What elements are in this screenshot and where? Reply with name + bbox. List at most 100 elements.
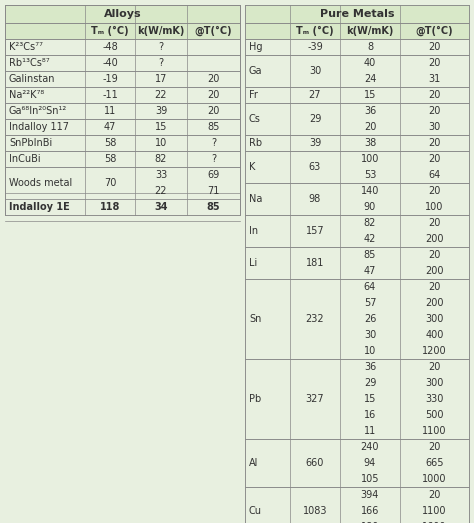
Text: 20: 20 [428,42,441,52]
Text: In: In [249,226,258,236]
Text: 20: 20 [428,186,441,196]
Text: 500: 500 [425,410,444,420]
Text: 20: 20 [207,90,219,100]
Text: 85: 85 [207,202,220,212]
Text: 69: 69 [207,170,219,180]
Text: 665: 665 [425,458,444,468]
Text: 660: 660 [306,458,324,468]
Text: 36: 36 [364,362,376,372]
Text: 20: 20 [364,122,376,132]
Bar [5,119,240,135]
Text: Fr: Fr [249,90,258,100]
Text: 11: 11 [104,106,116,116]
Text: Sn: Sn [249,314,261,324]
Text: Li: Li [249,258,257,268]
Text: 181: 181 [306,258,324,268]
Bar [245,55,469,87]
Text: -48: -48 [102,42,118,52]
Bar [245,5,469,23]
Text: 20: 20 [428,490,441,500]
Text: ?: ? [211,154,216,164]
Text: 40: 40 [364,58,376,68]
Text: 394: 394 [361,490,379,500]
Text: -11: -11 [102,90,118,100]
Text: Tₘ (°C): Tₘ (°C) [296,26,334,36]
Text: -19: -19 [102,74,118,84]
Text: Cu: Cu [249,506,262,516]
Bar [245,247,469,279]
Text: 1100: 1100 [422,506,447,516]
Text: 200: 200 [425,266,444,276]
Bar [245,215,469,247]
Text: 1200: 1200 [422,346,447,356]
Text: Alloys: Alloys [104,9,141,19]
Bar [245,151,469,183]
Text: InCuBi: InCuBi [9,154,41,164]
Text: 71: 71 [207,186,219,196]
Text: ?: ? [158,42,164,52]
Text: 20: 20 [428,58,441,68]
Text: 64: 64 [364,282,376,292]
Text: 36: 36 [364,106,376,116]
Bar [5,5,240,23]
Bar [245,39,469,55]
Text: Cs: Cs [249,114,261,124]
Bar [5,167,240,199]
Text: 180: 180 [361,522,379,523]
Text: Hg: Hg [249,42,263,52]
Text: 98: 98 [309,194,321,204]
Text: 11: 11 [364,426,376,436]
Text: 20: 20 [428,106,441,116]
Text: 24: 24 [364,74,376,84]
Text: 327: 327 [306,394,324,404]
Text: 39: 39 [309,138,321,148]
Text: 20: 20 [428,250,441,260]
Text: Rb: Rb [249,138,262,148]
Text: 200: 200 [425,298,444,308]
Bar [245,103,469,135]
Bar [5,135,240,151]
Text: 90: 90 [364,202,376,212]
Text: 232: 232 [306,314,324,324]
Text: Tₘ (°C): Tₘ (°C) [91,26,129,36]
Bar [5,87,240,103]
Text: 20: 20 [428,138,441,148]
Text: 100: 100 [361,154,379,164]
Text: 400: 400 [425,330,444,340]
Text: 82: 82 [364,218,376,228]
Text: 20: 20 [207,106,219,116]
Text: Pb: Pb [249,394,261,404]
Text: 39: 39 [155,106,167,116]
Text: Na: Na [249,194,263,204]
Text: Galinstan: Galinstan [9,74,55,84]
Bar [245,23,469,39]
Text: 1600: 1600 [422,522,447,523]
Text: Woods metal: Woods metal [9,178,72,188]
Text: Na²²K⁷⁸: Na²²K⁷⁸ [9,90,44,100]
Text: 118: 118 [100,202,120,212]
Text: 33: 33 [155,170,167,180]
Bar [5,199,240,215]
Text: ?: ? [158,58,164,68]
Text: 1100: 1100 [422,426,447,436]
Text: 105: 105 [361,474,379,484]
Text: Al: Al [249,458,258,468]
Text: 58: 58 [104,154,116,164]
Bar [245,279,469,359]
Text: 10: 10 [155,138,167,148]
Text: 30: 30 [364,330,376,340]
Text: 58: 58 [104,138,116,148]
Text: 22: 22 [155,186,167,196]
Bar [5,151,240,167]
Text: 70: 70 [104,178,116,188]
Text: 20: 20 [428,362,441,372]
Text: 47: 47 [104,122,116,132]
Text: Indalloy 117: Indalloy 117 [9,122,69,132]
Bar [245,439,469,487]
Text: 30: 30 [309,66,321,76]
Bar [245,359,469,439]
Text: 34: 34 [154,202,168,212]
Text: 29: 29 [309,114,321,124]
Text: 22: 22 [155,90,167,100]
Text: 17: 17 [155,74,167,84]
